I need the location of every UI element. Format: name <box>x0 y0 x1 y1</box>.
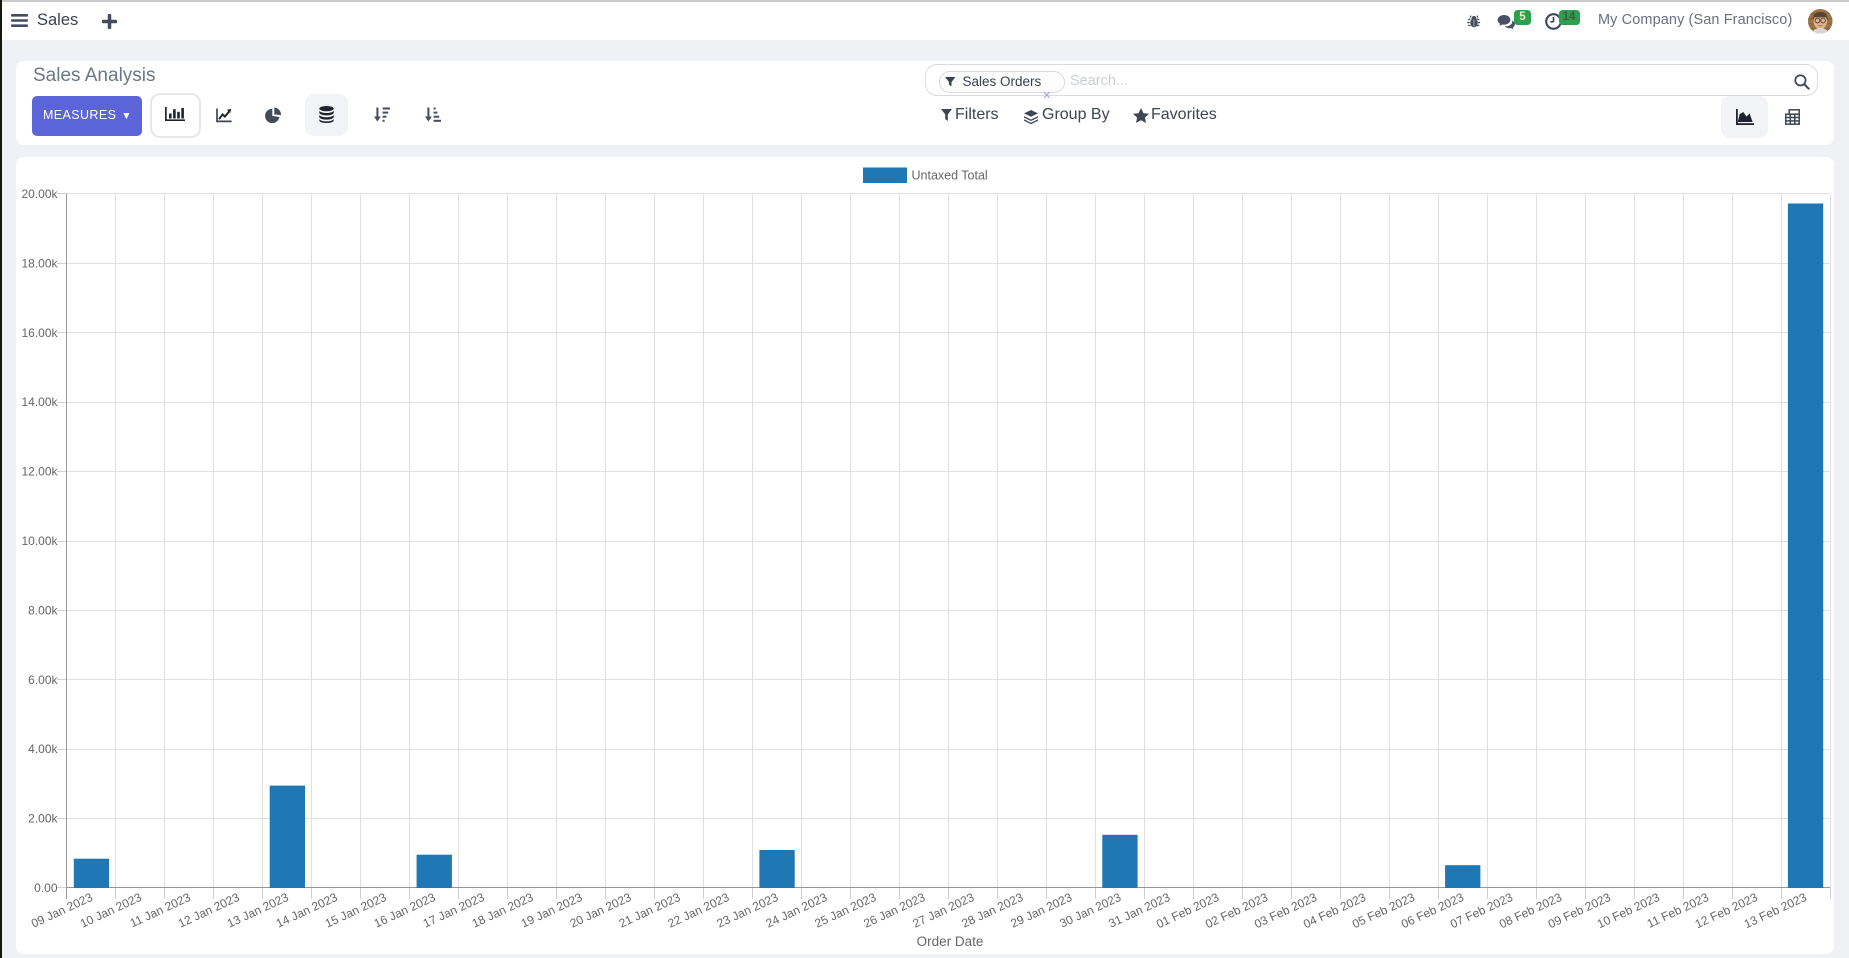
svg-text:8.00k: 8.00k <box>28 603 58 617</box>
svg-text:4.00k: 4.00k <box>28 742 58 756</box>
svg-text:10.00k: 10.00k <box>21 534 58 548</box>
svg-text:6.00k: 6.00k <box>28 673 58 687</box>
svg-text:0.00: 0.00 <box>34 881 58 895</box>
svg-text:16.00k: 16.00k <box>21 326 58 340</box>
svg-text:Untaxed Total: Untaxed Total <box>912 169 988 183</box>
svg-text:Order Date: Order Date <box>917 934 984 949</box>
svg-text:18.00k: 18.00k <box>21 256 58 270</box>
svg-text:20.00k: 20.00k <box>21 187 58 201</box>
svg-text:2.00k: 2.00k <box>28 812 58 826</box>
svg-text:12.00k: 12.00k <box>21 465 58 479</box>
svg-text:14.00k: 14.00k <box>21 395 58 409</box>
